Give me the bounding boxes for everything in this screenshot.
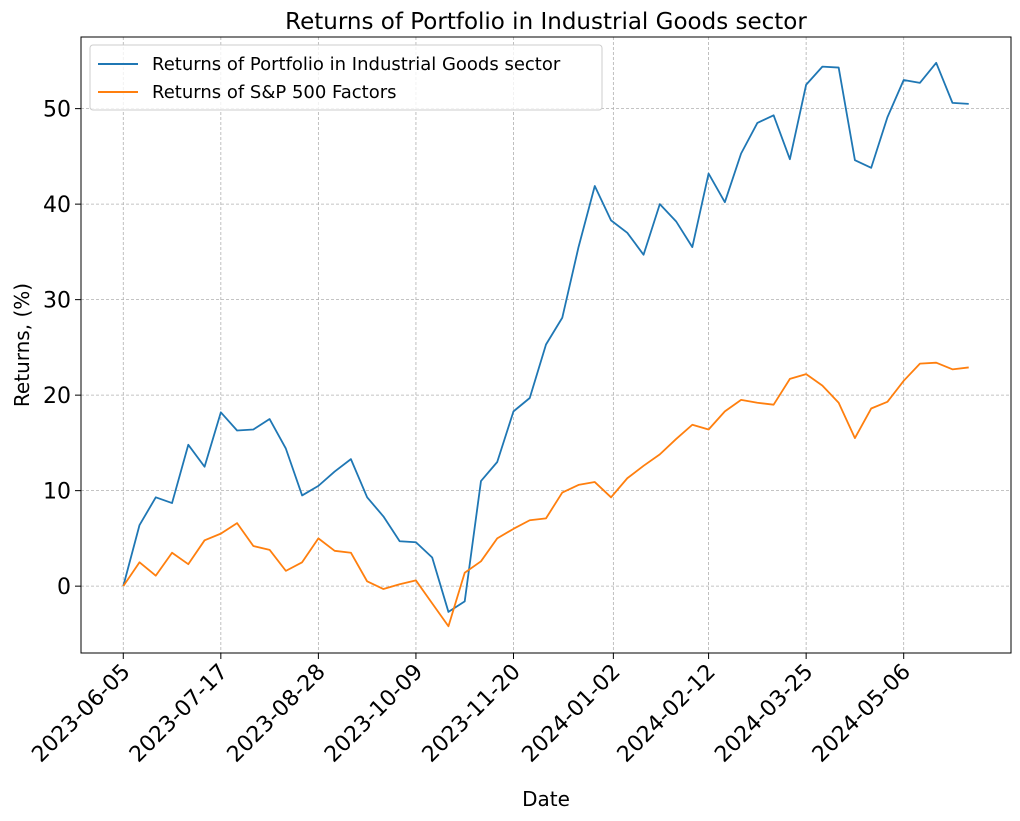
x-tick-label: 2023-08-28	[223, 660, 331, 768]
x-tick-label: 2023-10-09	[320, 660, 428, 768]
y-axis: 0 10 20 30 40 50	[43, 98, 81, 600]
y-axis-label: Returns, (%)	[10, 283, 34, 407]
x-axis: 2023-06-052023-07-172023-08-282023-10-09…	[27, 653, 916, 768]
x-tick-label: 2024-02-12	[613, 660, 721, 768]
x-tick-label: 2023-11-20	[418, 660, 526, 768]
x-tick-label: 2024-01-02	[518, 660, 626, 768]
series-line-0	[122, 61, 969, 613]
x-tick-label: 2023-07-17	[125, 660, 233, 768]
series-lines	[122, 61, 969, 628]
y-tick-label: 30	[43, 289, 71, 314]
y-tick-label: 40	[43, 193, 71, 218]
x-axis-label: Date	[522, 787, 570, 811]
y-tick-label: 0	[57, 575, 71, 600]
plot-frame	[80, 36, 1012, 654]
chart-title: Returns of Portfolio in Industrial Goods…	[285, 9, 807, 35]
x-tick-label: 2023-06-05	[27, 660, 135, 768]
legend: Returns of Portfolio in Industrial Goods…	[89, 44, 603, 111]
legend-label-1: Returns of S&P 500 Factors	[152, 82, 397, 103]
legend-box	[89, 44, 603, 111]
legend-label-0: Returns of Portfolio in Industrial Goods…	[152, 54, 561, 75]
x-tick-label: 2024-05-06	[808, 660, 916, 768]
series-line-1	[122, 361, 969, 628]
y-tick-label: 50	[43, 98, 71, 123]
y-tick-label: 20	[43, 384, 71, 409]
x-tick-label: 2024-03-25	[710, 660, 818, 768]
y-tick-label: 10	[43, 480, 71, 505]
